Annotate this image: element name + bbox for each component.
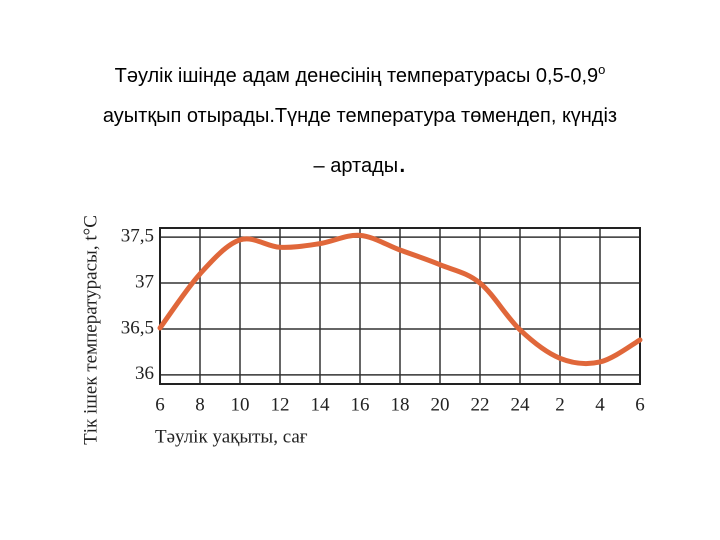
- period: .: [398, 146, 406, 179]
- x-tick-label: 10: [231, 394, 250, 415]
- x-tick-label: 6: [155, 394, 165, 415]
- x-tick-label: 14: [311, 394, 331, 415]
- y-tick-label: 37,5: [121, 226, 154, 247]
- heading-line: Тәулік ішінде адам денесінің температура…: [115, 65, 599, 87]
- y-tick-label: 37: [135, 271, 154, 292]
- temperature-line: [157, 232, 643, 367]
- y-tick-label: 36: [135, 363, 154, 384]
- x-tick-label: 18: [391, 394, 410, 415]
- x-tick-label: 22: [471, 394, 490, 415]
- x-tick-label: 24: [511, 394, 531, 415]
- superscript: о: [598, 62, 605, 77]
- x-tick-label: 4: [595, 394, 605, 415]
- x-tick-label: 16: [351, 394, 370, 415]
- x-axis-label: Тәулік уақыты, сағ: [155, 426, 308, 447]
- x-tick-label: 2: [555, 394, 565, 415]
- x-tick-label: 12: [271, 394, 290, 415]
- chart: 6 8 10 12 14 16 18 20 22 24 2 4 63636,53737,5Тәулік …: [80, 215, 644, 447]
- heading-line: ауытқып отырады.Түнде температура төменд…: [103, 105, 617, 127]
- heading-line: – артады: [314, 155, 399, 177]
- heading: Тәулік ішінде адам денесінің температура…: [115, 62, 606, 87]
- x-tick-label: 6: [635, 394, 645, 415]
- x-tick-label: 20: [431, 394, 450, 415]
- x-tick-label: 8: [195, 394, 205, 415]
- y-tick-label: 36,5: [121, 317, 154, 338]
- plot-frame: [159, 227, 641, 385]
- heading-line: – артады.: [314, 146, 407, 179]
- y-axis-label: Тік ішек температурасы, t°C: [80, 215, 101, 445]
